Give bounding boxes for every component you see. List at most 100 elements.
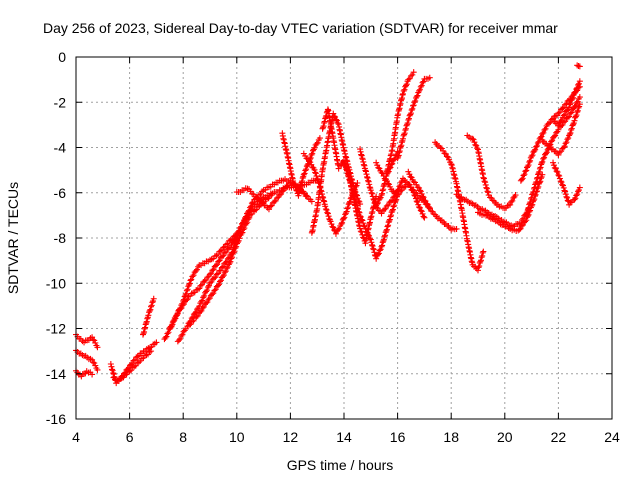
data-point-marker <box>322 203 329 210</box>
data-point-marker <box>477 258 484 265</box>
data-point-marker <box>550 162 557 169</box>
data-point-marker <box>198 307 205 314</box>
data-series-trace-31 <box>550 159 583 208</box>
data-point-marker <box>187 277 194 284</box>
data-point-marker <box>374 251 381 258</box>
data-point-marker <box>562 188 569 195</box>
data-series-trace-9 <box>174 192 275 345</box>
chart-title: Day 256 of 2023, Sidereal Day-to-day VTE… <box>43 20 558 36</box>
data-point-marker <box>380 236 387 243</box>
data-point-marker <box>413 93 420 100</box>
y-axis-title: SDTVAR / TECUs <box>5 182 21 294</box>
data-point-marker <box>484 188 491 195</box>
x-tick-label: 20 <box>497 429 513 445</box>
data-point-marker <box>528 194 535 201</box>
data-point-marker <box>572 113 579 120</box>
data-point-marker <box>363 228 370 235</box>
data-point-marker <box>409 71 416 78</box>
data-point-marker <box>109 366 116 373</box>
data-point-marker <box>525 205 532 212</box>
data-point-marker <box>209 291 216 298</box>
data-point-marker <box>560 104 567 111</box>
data-point-marker <box>558 117 565 124</box>
data-point-marker <box>574 191 581 198</box>
data-point-marker <box>178 305 185 312</box>
data-point-marker <box>162 334 169 341</box>
y-tick-label: -4 <box>54 140 67 156</box>
data-point-marker <box>187 318 194 325</box>
data-point-marker <box>396 183 403 190</box>
data-point-marker <box>184 296 191 303</box>
data-point-marker <box>188 276 195 283</box>
data-point-marker <box>323 206 330 213</box>
data-point-marker <box>149 299 156 306</box>
data-point-marker <box>190 289 197 296</box>
x-tick-label: 18 <box>443 429 459 445</box>
data-point-marker <box>335 165 342 172</box>
x-tick-label: 12 <box>283 429 299 445</box>
data-point-marker <box>359 217 366 224</box>
x-tick-label: 16 <box>390 429 406 445</box>
data-point-marker <box>469 135 476 142</box>
data-point-marker <box>562 191 569 198</box>
data-point-marker <box>183 297 190 304</box>
data-point-marker <box>559 105 566 112</box>
data-point-marker <box>574 84 581 91</box>
data-point-marker <box>525 162 532 169</box>
data-point-marker <box>219 273 226 280</box>
data-point-marker <box>148 303 155 310</box>
data-point-marker <box>414 92 421 99</box>
data-point-marker <box>355 208 362 215</box>
data-point-marker <box>208 270 215 277</box>
data-point-marker <box>421 197 428 204</box>
data-point-marker <box>543 149 550 156</box>
data-point-marker <box>403 81 410 88</box>
data-point-marker <box>418 82 425 89</box>
data-point-marker <box>379 242 386 249</box>
data-point-marker <box>404 120 411 127</box>
data-point-marker <box>478 254 485 261</box>
data-point-marker <box>220 272 227 279</box>
data-point-marker <box>109 367 116 374</box>
data-point-marker <box>386 217 393 224</box>
data-point-marker <box>207 271 213 278</box>
data-point-marker <box>306 158 313 165</box>
data-point-marker <box>210 290 217 297</box>
data-point-marker <box>360 234 367 241</box>
data-point-marker <box>198 298 205 305</box>
data-point-marker <box>204 274 211 281</box>
data-point-marker <box>385 222 392 229</box>
data-point-marker <box>568 125 575 132</box>
data-point-marker <box>479 249 486 256</box>
data-point-marker <box>384 223 391 230</box>
data-point-marker <box>402 127 409 134</box>
data-point-marker <box>353 202 360 209</box>
data-series-trace-6 <box>140 295 157 338</box>
data-point-marker <box>508 198 515 205</box>
data-point-marker <box>534 174 541 181</box>
data-point-marker <box>314 139 321 146</box>
data-point-marker <box>539 158 546 165</box>
data-point-marker <box>369 190 376 197</box>
y-tick-labels: 0 -2 -4 -6 -8 -10 -12 -14 -16 <box>46 49 66 427</box>
data-point-marker <box>423 200 430 207</box>
data-point-marker <box>399 90 406 97</box>
data-point-marker <box>402 125 409 132</box>
data-point-marker <box>526 201 533 208</box>
data-point-marker <box>314 175 321 182</box>
data-point-marker <box>215 251 222 258</box>
data-point-marker <box>403 82 410 89</box>
data-point-marker <box>576 78 583 85</box>
data-point-marker <box>573 99 580 106</box>
data-series-trace-20 <box>394 74 433 162</box>
data-point-marker <box>220 244 227 251</box>
data-point-marker <box>404 121 411 128</box>
data-point-marker <box>485 189 492 196</box>
data-point-marker <box>194 312 201 319</box>
data-point-marker <box>381 233 388 240</box>
data-point-marker <box>357 213 364 220</box>
data-point-marker <box>308 151 315 158</box>
data-point-marker <box>538 133 545 140</box>
data-point-marker <box>574 109 581 116</box>
